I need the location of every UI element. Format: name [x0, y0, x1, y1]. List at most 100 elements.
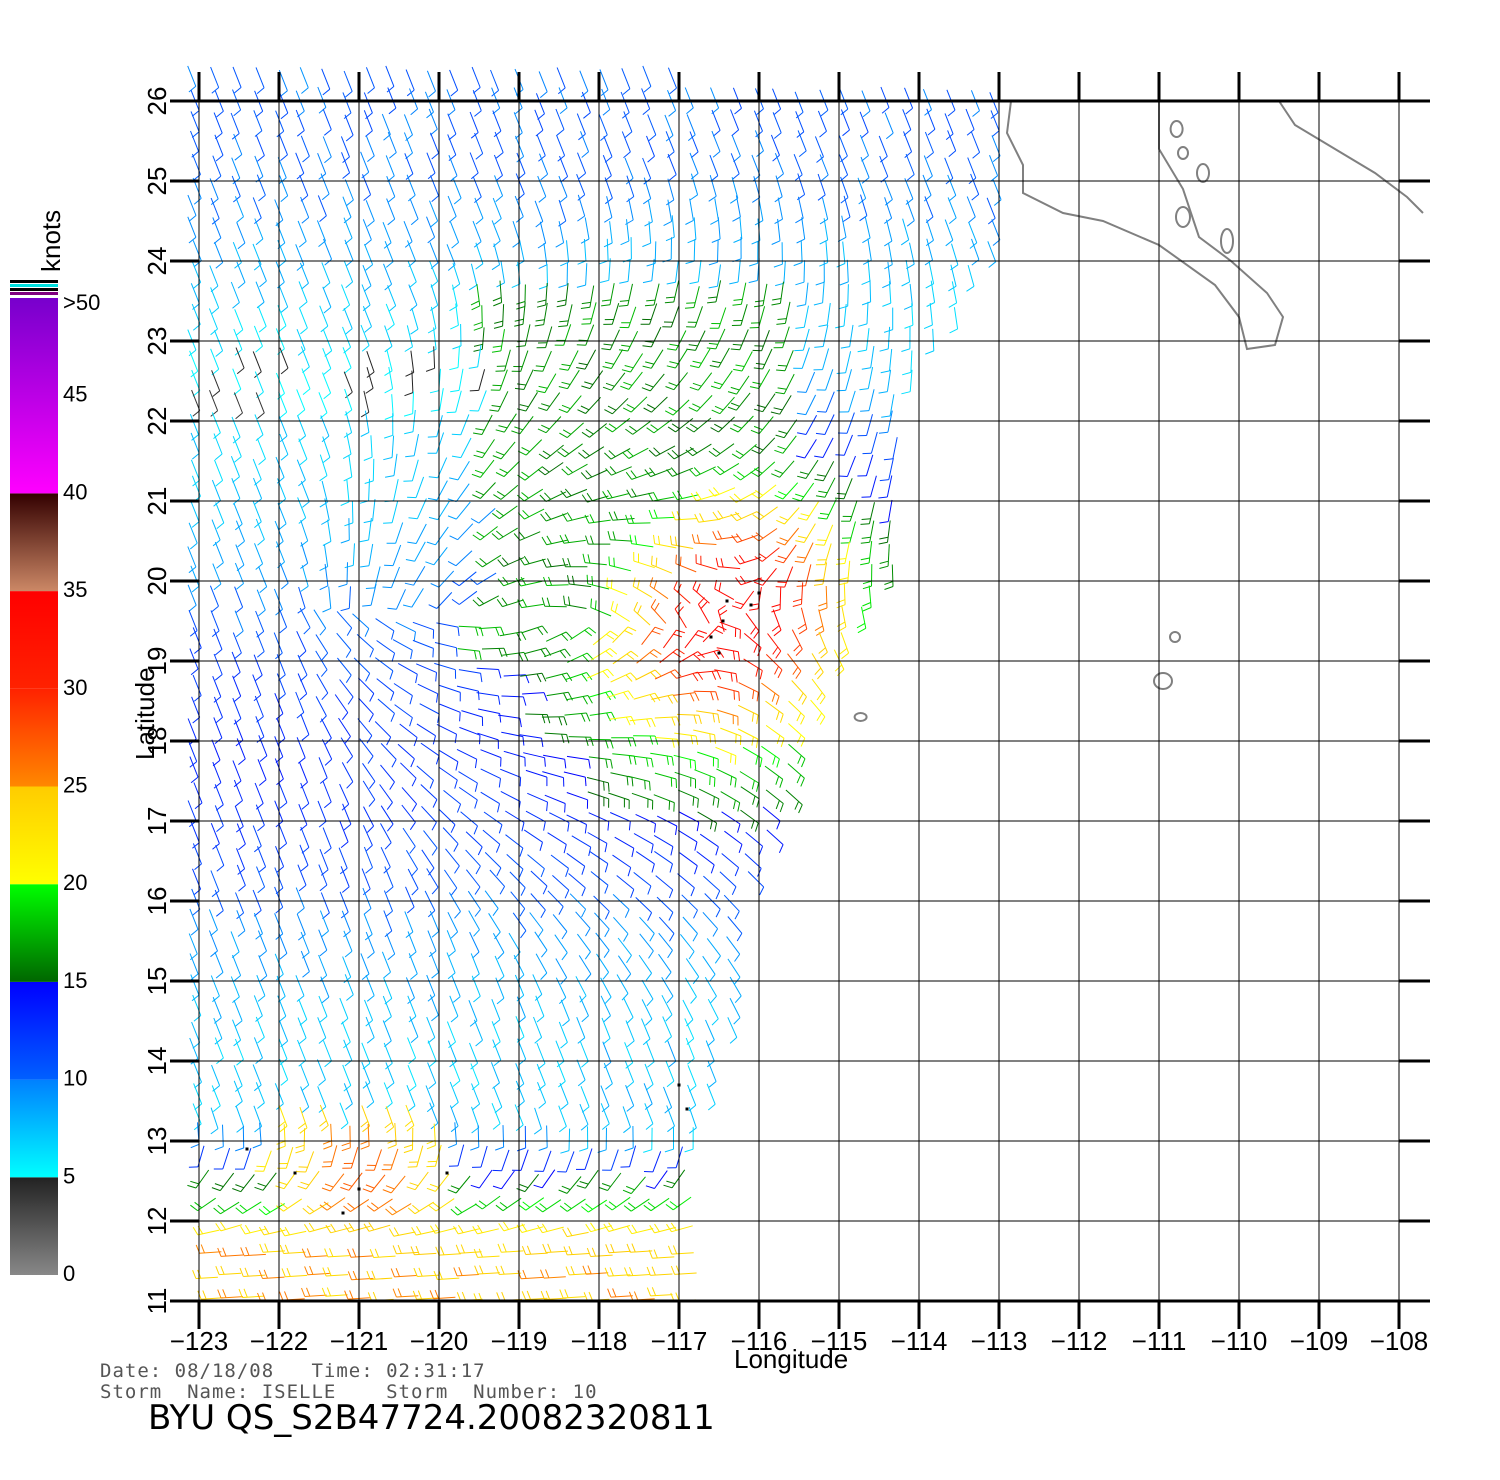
wind-barb	[641, 88, 651, 110]
wind-barb	[363, 92, 373, 114]
wind-barb	[322, 286, 332, 308]
wind-barb	[279, 433, 289, 455]
wind-barb	[685, 1037, 695, 1059]
wind-barb	[300, 950, 310, 972]
wind-barb	[469, 152, 479, 174]
wind-barb	[211, 1085, 221, 1106]
wind-barb	[317, 800, 327, 822]
wind-barb	[503, 750, 526, 758]
wind-barb	[190, 974, 200, 996]
island	[1175, 206, 1191, 228]
wind-barb	[767, 633, 782, 652]
wind-barb	[446, 1021, 456, 1043]
wind-barb	[499, 631, 522, 637]
wind-barb	[279, 92, 289, 114]
wind-barb	[926, 108, 936, 130]
wind-barb	[262, 1276, 285, 1279]
wind-barb	[426, 216, 436, 238]
lat-tick-label: 13	[142, 1127, 172, 1156]
wind-barb	[761, 745, 780, 760]
wind-barb	[411, 459, 419, 482]
wind-barb	[538, 71, 548, 92]
wind-barb	[702, 911, 718, 930]
wind-barb	[545, 631, 567, 642]
wind-barb	[256, 589, 266, 611]
wind-barb	[361, 1042, 371, 1064]
wind-barb	[334, 694, 349, 713]
wind-barb	[471, 975, 481, 997]
wind-barb	[714, 588, 735, 601]
wind-barb	[412, 391, 414, 414]
wind-barb	[258, 735, 268, 756]
wind-barb	[686, 114, 696, 135]
wind-barb	[886, 475, 893, 498]
wind-barb	[210, 1107, 219, 1129]
wind-barb	[601, 1017, 611, 1039]
wind-barb	[210, 348, 220, 370]
wind-barb	[393, 453, 398, 476]
wind-barb	[546, 1250, 569, 1253]
wind-barb	[322, 348, 332, 369]
wind-barb	[805, 459, 819, 479]
wind-barb	[617, 937, 632, 956]
wind-barb	[687, 1065, 697, 1086]
wind-barb	[201, 1297, 224, 1300]
wind-barb	[566, 695, 589, 701]
wind-barb	[316, 220, 326, 242]
wind-barb	[220, 1201, 240, 1215]
wind-barb	[567, 1253, 590, 1256]
wind-barb	[472, 176, 482, 198]
wind-barb	[276, 222, 286, 244]
wind-barb	[190, 501, 200, 522]
wind-barb	[567, 350, 579, 371]
wind-barb	[590, 607, 612, 617]
wind-barb	[492, 932, 505, 953]
wind-barb	[234, 562, 244, 584]
wind-barb	[391, 435, 395, 458]
wind-barb	[635, 897, 652, 913]
wind-barb	[319, 910, 329, 932]
wind-barb	[416, 1145, 424, 1167]
wind-barb	[300, 1086, 310, 1108]
wind-barb	[190, 432, 200, 454]
wind-barb	[318, 929, 328, 951]
wind-barb	[714, 198, 719, 221]
wind-barb	[715, 443, 735, 457]
wind-barb	[330, 1226, 353, 1234]
wind-barb	[233, 328, 243, 350]
lon-tick-label: −115	[811, 1326, 868, 1356]
wind-barb	[397, 743, 415, 760]
wind-barb	[758, 369, 771, 389]
wind-barb	[318, 995, 328, 1017]
lon-tick-label: −120	[410, 1326, 469, 1356]
wind-barb	[889, 394, 895, 417]
wind-barb	[628, 522, 651, 524]
wind-barb	[361, 284, 371, 306]
wind-barb	[576, 933, 591, 953]
wind-barb	[696, 851, 715, 866]
wind-barb	[793, 154, 803, 175]
tick-labels: −123 −122 −121 −120 −119 −118 −117 −116 −115 −114…	[142, 87, 1428, 1356]
wind-barb	[705, 1040, 715, 1062]
wind-barb	[519, 734, 542, 739]
wind-barb	[353, 657, 371, 674]
wind-barb	[887, 520, 891, 543]
wind-barb	[361, 1105, 371, 1127]
wind-barb	[255, 1016, 265, 1038]
wind-barb	[801, 582, 804, 605]
wind-barb	[825, 240, 829, 263]
wind-barb	[654, 850, 673, 865]
wind-barb	[661, 976, 674, 997]
colorbar-label: 5	[63, 1163, 75, 1188]
colorbar-segment	[10, 493, 58, 592]
x-axis-label: Longitude	[734, 1344, 848, 1374]
wind-barb	[784, 527, 800, 546]
wind-barb	[576, 1059, 586, 1081]
colorbar-label: 30	[63, 675, 87, 700]
island	[1196, 163, 1210, 183]
wind-barb	[357, 718, 373, 736]
wind-barb	[342, 956, 352, 978]
wind-barb	[414, 1201, 434, 1215]
wind-barb	[654, 543, 677, 549]
wind-barb	[965, 108, 975, 130]
